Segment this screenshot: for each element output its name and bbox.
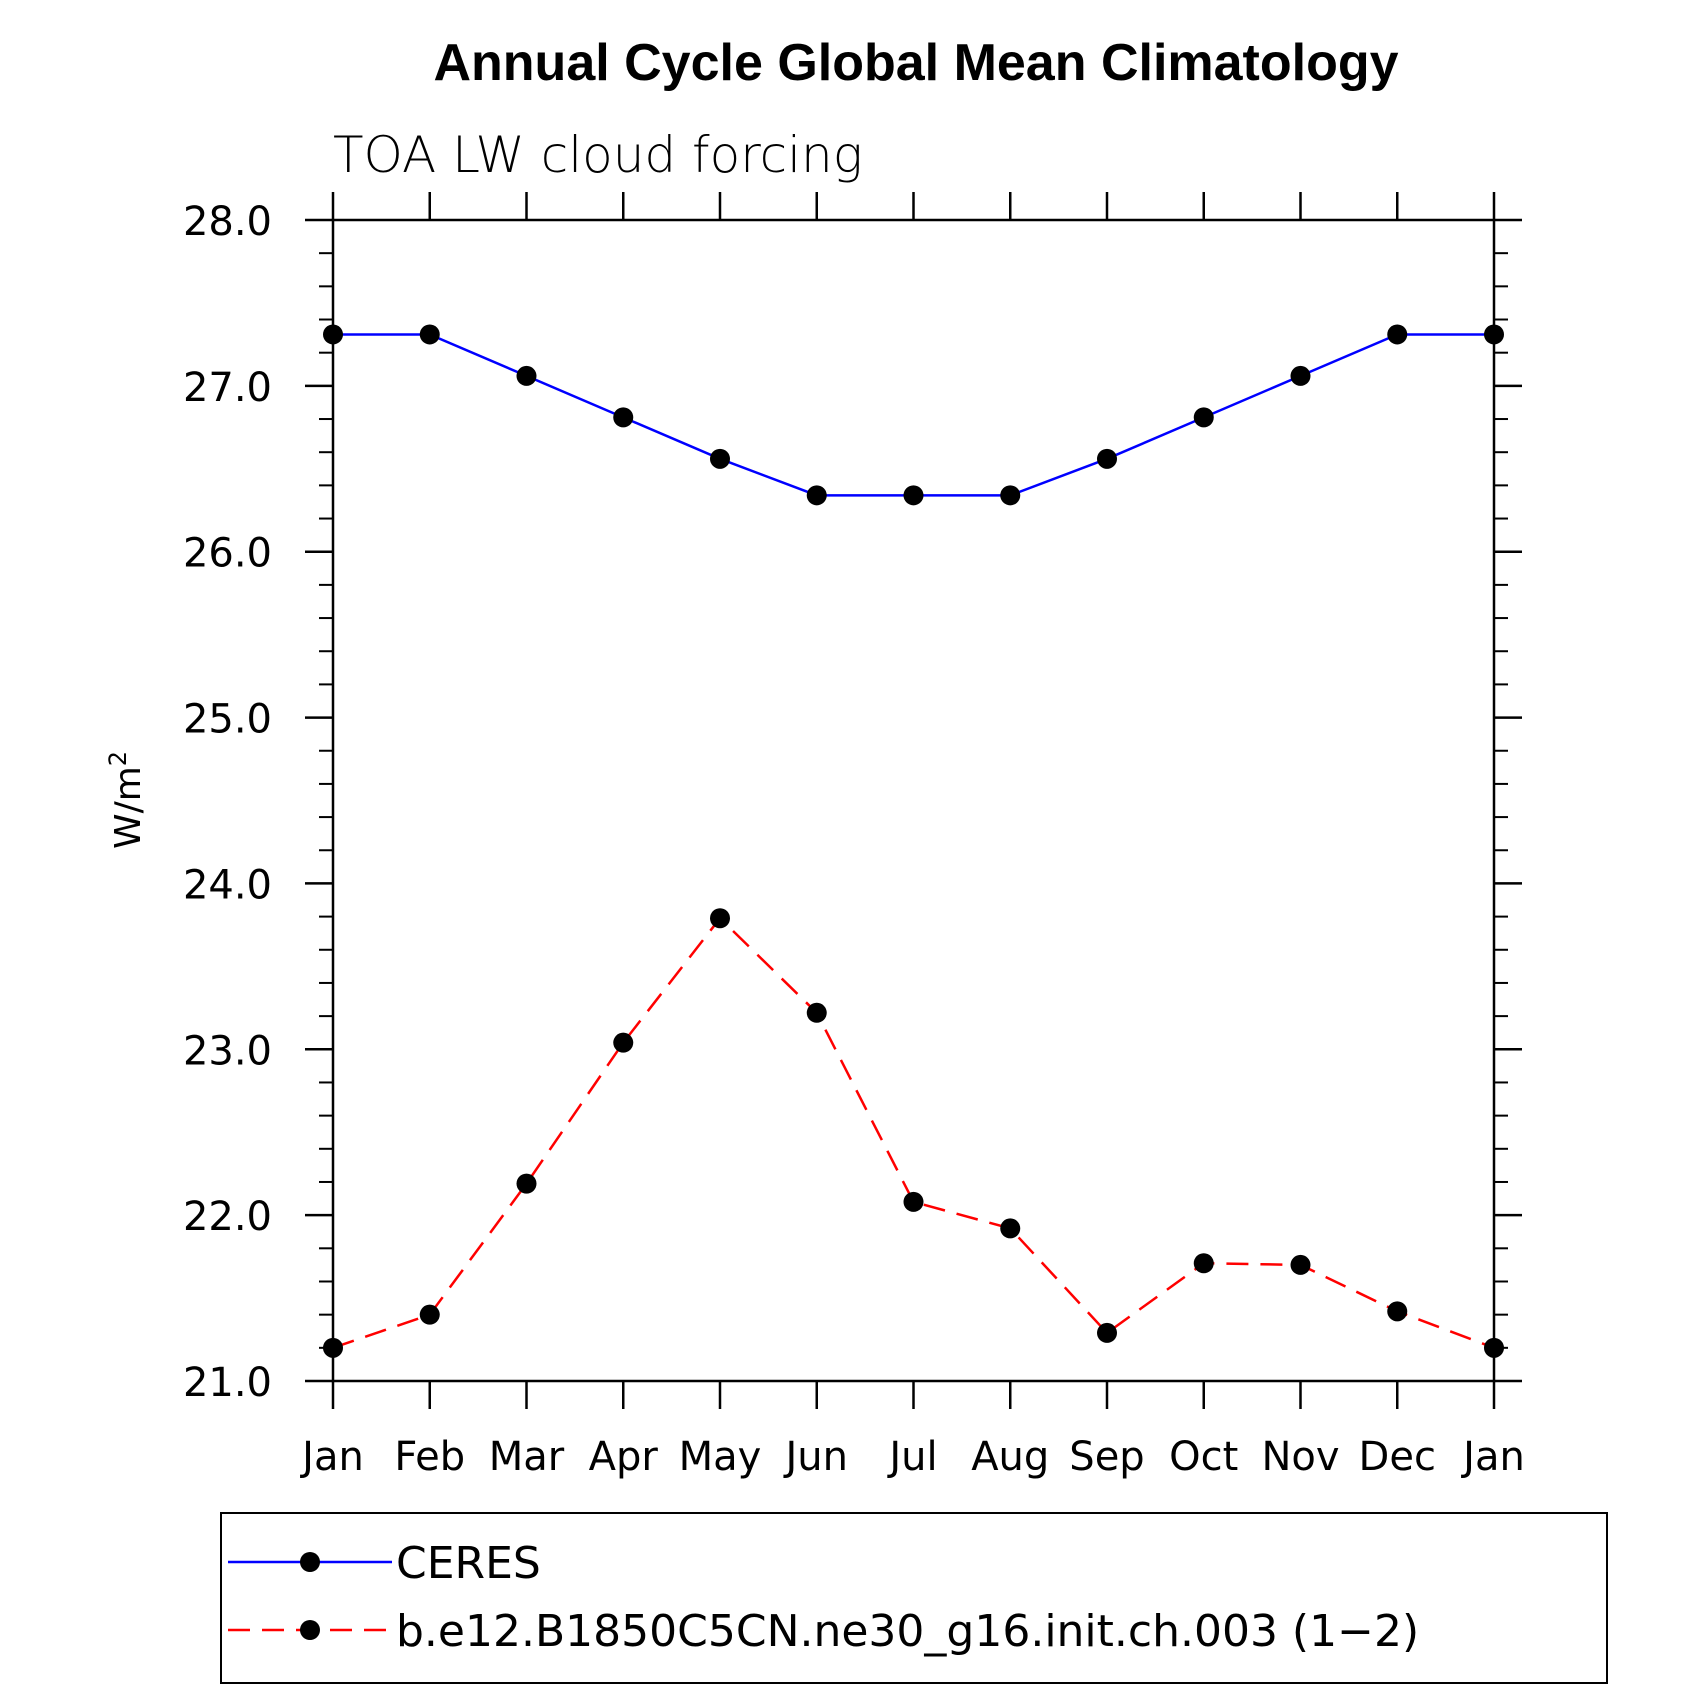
chart-title: Annual Cycle Global Mean Climatology [433, 34, 1398, 92]
legend-box [220, 1512, 1608, 1684]
x-tick-label: Mar [489, 1434, 565, 1480]
data-point-series-2 [1387, 1301, 1408, 1322]
data-point-series-2 [806, 1002, 827, 1023]
y-tick-label: 27.0 [183, 365, 272, 411]
y-tick-label: 25.0 [183, 697, 272, 743]
data-point-series-1 [613, 407, 634, 428]
y-tick-label: 23.0 [183, 1028, 272, 1074]
data-point-series-2 [710, 908, 730, 929]
x-tick-label: Sep [1069, 1434, 1144, 1480]
data-point-series-2 [323, 1337, 343, 1358]
legend-label-1: CERES [396, 1538, 541, 1589]
y-axis-label-superscript: 2 [104, 751, 132, 766]
x-tick-label: Nov [1261, 1434, 1339, 1480]
data-point-series-1 [903, 485, 924, 506]
data-point-series-2 [1000, 1218, 1021, 1239]
chart-subtitle: TOA LW cloud forcing [333, 126, 863, 184]
x-tick-label: Aug [971, 1434, 1049, 1480]
y-tick-label: 28.0 [183, 199, 272, 245]
x-tick-label: Jul [886, 1434, 937, 1480]
x-tick-label: Feb [394, 1434, 465, 1480]
x-tick-label: May [679, 1434, 762, 1480]
data-point-series-2 [613, 1032, 634, 1053]
legend-marker-2 [300, 1620, 320, 1640]
y-tick-label: 26.0 [183, 531, 272, 577]
x-tick-label: Oct [1169, 1434, 1238, 1480]
series-markers [323, 324, 1504, 1358]
data-point-series-2 [903, 1191, 924, 1212]
data-point-series-1 [1193, 407, 1214, 428]
legend-label-2: b.e12.B1850C5CN.ne30_g16.init.ch.003 (1−… [396, 1606, 1419, 1657]
data-point-series-2 [1097, 1322, 1117, 1343]
data-point-series-1 [516, 365, 537, 386]
data-point-series-2 [419, 1304, 440, 1325]
x-tick-label: Jan [299, 1434, 364, 1480]
x-tick-label: Jan [1460, 1434, 1525, 1480]
series-line-2 [332, 916, 1495, 1350]
data-point-series-1 [1290, 365, 1311, 386]
axes: Jan Feb Mar Apr May Jun Jul Aug Sep Oct Nov Dec Jan 2… [183, 192, 1525, 1480]
data-point-series-1 [710, 448, 730, 469]
data-point-series-1 [1484, 324, 1504, 345]
data-point-series-1 [419, 324, 440, 345]
y-tick-label: 24.0 [183, 862, 272, 908]
y-axis-label-text: W/m [108, 766, 149, 849]
data-point-series-2 [1290, 1254, 1311, 1275]
y-tick-label: 22.0 [183, 1194, 272, 1240]
x-tick-label: Dec [1359, 1434, 1436, 1480]
y-axis-label: W/m2 [104, 751, 149, 849]
data-point-series-1 [1387, 324, 1408, 345]
legend-marker-1 [300, 1552, 320, 1572]
data-point-series-2 [516, 1173, 537, 1194]
x-tick-label: Jun [783, 1434, 849, 1480]
data-point-series-1 [1097, 448, 1117, 469]
x-tick-label: Apr [589, 1434, 659, 1480]
data-point-series-1 [323, 324, 343, 345]
data-point-series-2 [1484, 1337, 1504, 1358]
y-tick-label: 21.0 [183, 1360, 272, 1406]
legend: CERES b.e12.B1850C5CN.ne30_g16.init.ch.00… [228, 1538, 1419, 1657]
data-point-series-1 [806, 485, 827, 506]
series-line-1 [333, 333, 1494, 497]
data-point-series-2 [1193, 1253, 1214, 1274]
data-point-series-1 [1000, 485, 1021, 506]
